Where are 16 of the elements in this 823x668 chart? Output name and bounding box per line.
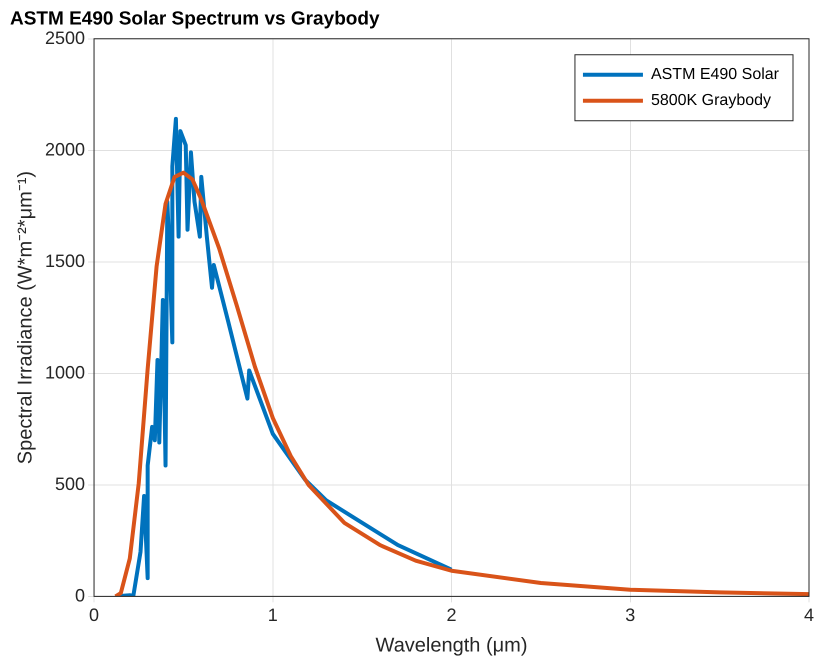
x-tick-label: 3	[625, 605, 636, 626]
y-axis-title: Spectral Irradiance (W*m⁻²*μm⁻¹)	[14, 170, 37, 464]
x-tick-label: 1	[268, 605, 278, 626]
x-tick-label: 4	[804, 605, 814, 626]
y-tick-label: 500	[54, 474, 86, 494]
y-tick-label: 0	[75, 585, 86, 606]
y-tick-label: 1000	[44, 362, 86, 382]
legend-label: ASTM E490 Solar	[650, 66, 780, 84]
y-tick-label: 2500	[44, 28, 86, 48]
x-tick-label: 2	[446, 605, 457, 626]
x-tick-label: 0	[89, 605, 100, 626]
y-tick-label: 2000	[44, 139, 86, 160]
legend-label: 5800K Graybody	[650, 92, 772, 110]
y-tick-label: 1500	[44, 250, 86, 271]
chart-title: ASTM E490 Solar Spectrum vs Graybody	[10, 8, 380, 30]
x-axis-title: Wavelength (μm)	[376, 634, 528, 657]
